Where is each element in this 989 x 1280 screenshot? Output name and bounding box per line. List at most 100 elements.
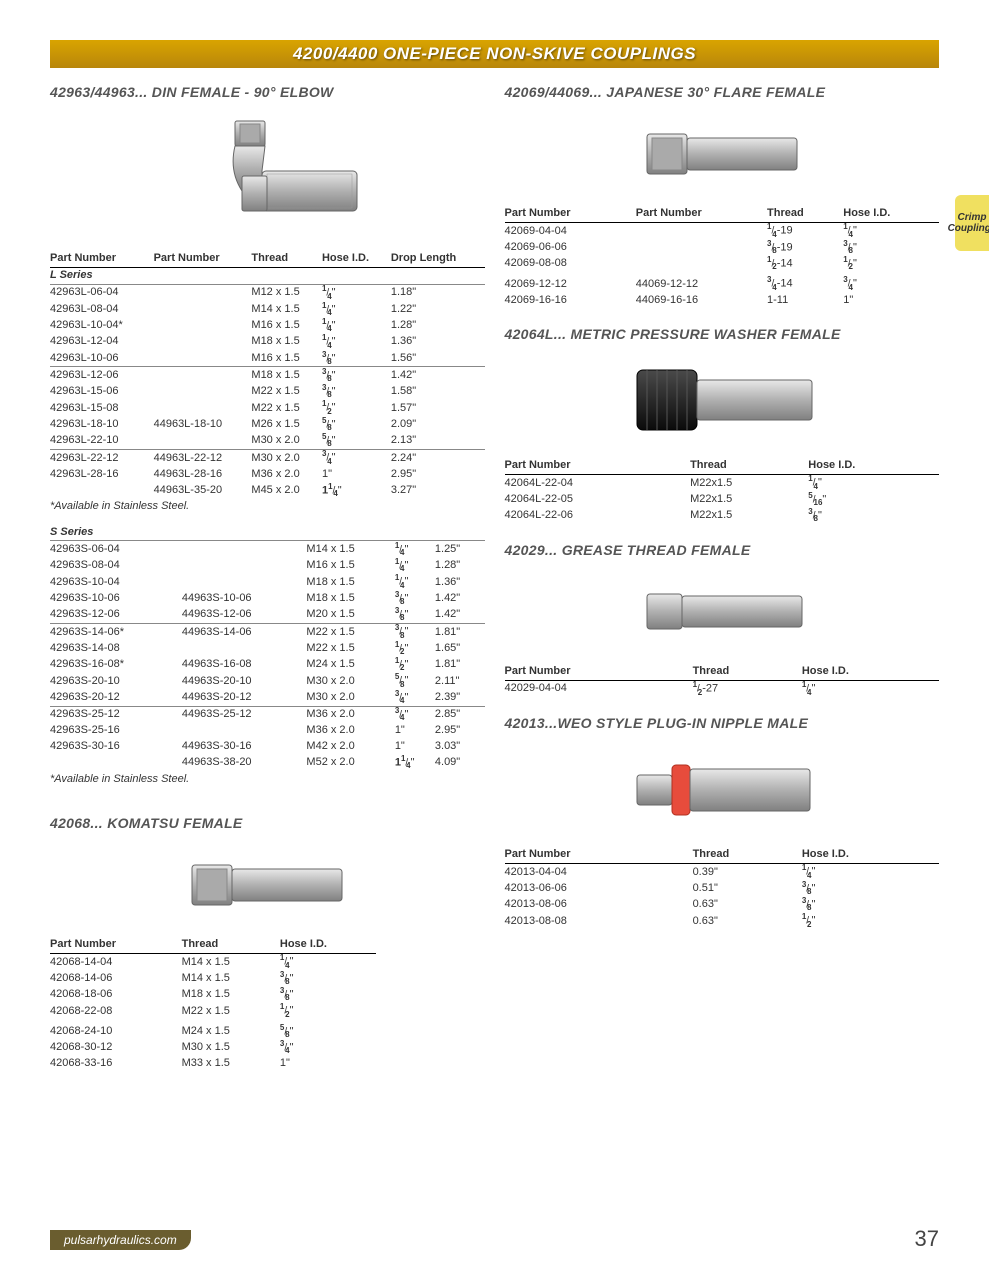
table-cell: M14 x 1.5 — [306, 541, 394, 558]
table-cell: 42963S-20-12 — [50, 689, 182, 706]
table-cell — [636, 222, 767, 239]
table-cell: M16 x 1.5 — [306, 558, 394, 574]
footnote-l-series: *Available in Stainless Steel. — [50, 500, 485, 512]
table-cell: M22 x 1.5 — [182, 1003, 280, 1019]
table-row: 42963L-15-06M22 x 1.53/8"1.58" — [50, 384, 485, 400]
table-cell: 1/2" — [395, 657, 435, 673]
table-row: 42963L-18-1044963L-18-10M26 x 1.55/8"2.0… — [50, 416, 485, 432]
table-cell: 42013-06-06 — [505, 880, 693, 896]
table-cell: 42069-16-16 — [505, 292, 636, 308]
table-row: 42963S-30-1644963S-30-16M42 x 2.01"3.03" — [50, 739, 485, 755]
table-cell: 1/4" — [322, 284, 391, 301]
product-image-metric-washer — [505, 350, 940, 457]
section-title-grease-thread: 42029... GREASE THREAD FEMALE — [505, 542, 940, 558]
table-row: 42963S-08-04M16 x 1.51/4"1.28" — [50, 558, 485, 574]
table-cell: 44963S-38-20 — [182, 755, 307, 771]
table-cell: 42963L-12-06 — [50, 367, 154, 384]
table-cell: 42069-04-04 — [505, 222, 636, 239]
table-cell: 42069-08-08 — [505, 256, 636, 272]
table-cell: 11/4" — [322, 482, 391, 498]
table-cell: M14 x 1.5 — [182, 970, 280, 986]
table-cell: 1.57" — [391, 400, 485, 416]
series-label: L Series — [50, 267, 485, 284]
table-cell: 42963L-06-04 — [50, 284, 154, 301]
table-cell: M22x1.5 — [690, 474, 808, 491]
table-cell: 42068-18-06 — [50, 986, 182, 1002]
table-cell — [154, 400, 252, 416]
table-row: 42064L-22-06M22x1.53/8" — [505, 508, 940, 524]
table-cell: M22x1.5 — [690, 508, 808, 524]
table-cell: 3/4-14 — [767, 276, 843, 292]
table-cell: 44963L-18-10 — [154, 416, 252, 432]
table-cell: M18 x 1.5 — [251, 367, 322, 384]
table-cell: 0.63" — [693, 897, 802, 913]
column-header: Part Number — [505, 205, 636, 222]
footnote-s-series: *Available in Stainless Steel. — [50, 773, 485, 785]
table-row: 42963L-22-1244963L-22-12M30 x 2.03/4"2.2… — [50, 449, 485, 466]
table-cell: M42 x 2.0 — [306, 739, 394, 755]
table-cell: 42013-04-04 — [505, 863, 693, 880]
table-cell: 3/4" — [843, 276, 939, 292]
table-cell: 44963S-12-06 — [182, 607, 307, 624]
table-cell: 44963S-14-06 — [182, 623, 307, 640]
table-cell: 42963S-06-04 — [50, 541, 182, 558]
table-cell: 1.22" — [391, 301, 485, 317]
table-row: 42963S-14-06*44963S-14-06M22 x 1.53/8"1.… — [50, 623, 485, 640]
table-cell: M30 x 2.0 — [306, 689, 394, 706]
table-cell: 11/4" — [395, 755, 435, 771]
column-header: Part Number — [505, 457, 691, 474]
table-din-elbow-s: S Series42963S-06-04M14 x 1.51/4"1.25"42… — [50, 524, 485, 770]
table-cell: 1.65" — [435, 640, 485, 656]
table-header-row: Part NumberPart NumberThreadHose I.D.Dro… — [50, 250, 485, 267]
table-cell: M22 x 1.5 — [251, 400, 322, 416]
table-cell: 42069-12-12 — [505, 276, 636, 292]
table-cell: 42963S-10-06 — [50, 590, 182, 606]
table-cell: 42068-30-12 — [50, 1039, 182, 1055]
table-cell: 2.95" — [391, 466, 485, 482]
table-cell: 3/8" — [395, 623, 435, 640]
table-cell: 1/4" — [280, 953, 376, 970]
table-cell: 44963L-28-16 — [154, 466, 252, 482]
column-header: Hose I.D. — [843, 205, 939, 222]
table-row: 42963L-12-06M18 x 1.53/8"1.42" — [50, 367, 485, 384]
table-cell: M45 x 2.0 — [251, 482, 322, 498]
table-cell — [636, 256, 767, 272]
table-cell: M16 x 1.5 — [251, 350, 322, 367]
table-row: 42029-04-041/2-271/4" — [505, 680, 940, 697]
table-cell: M52 x 2.0 — [306, 755, 394, 771]
table-row: 42963L-15-08M22 x 1.51/2"1.57" — [50, 400, 485, 416]
table-cell: M24 x 1.5 — [182, 1023, 280, 1039]
table-cell: 44963S-20-10 — [182, 673, 307, 689]
table-row: 42963S-12-0644963S-12-06M20 x 1.53/8"1.4… — [50, 607, 485, 624]
table-cell: 1.25" — [435, 541, 485, 558]
table-cell — [154, 384, 252, 400]
table-cell: 1/4" — [802, 680, 939, 697]
table-cell: 3.27" — [391, 482, 485, 498]
table-cell: M26 x 1.5 — [251, 416, 322, 432]
table-cell: 3/8" — [395, 590, 435, 606]
table-cell: 44963S-16-08 — [182, 657, 307, 673]
table-header-row: Part NumberThreadHose I.D. — [505, 663, 940, 680]
table-cell: 42963S-10-04 — [50, 574, 182, 590]
table-cell: 3/8" — [322, 384, 391, 400]
table-cell: 42029-04-04 — [505, 680, 693, 697]
table-cell: 44963L-22-12 — [154, 449, 252, 466]
table-cell: 44963L-35-20 — [154, 482, 252, 498]
table-row: 42068-30-12M30 x 1.53/4" — [50, 1039, 376, 1055]
side-tab-crimp-couplings: Crimp Couplings — [955, 195, 989, 251]
table-cell: 1-11 — [767, 292, 843, 308]
table-row: 42068-18-06M18 x 1.53/8" — [50, 986, 376, 1002]
table-cell — [182, 640, 307, 656]
table-header-row: Part NumberPart NumberThreadHose I.D. — [505, 205, 940, 222]
table-cell: M18 x 1.5 — [182, 986, 280, 1002]
table-cell: 1.36" — [435, 574, 485, 590]
series-label: S Series — [50, 524, 485, 540]
table-cell: 1/4" — [322, 334, 391, 350]
table-cell: 0.39" — [693, 863, 802, 880]
column-header: Part Number — [505, 663, 693, 680]
product-image-weo-nipple — [505, 739, 940, 846]
table-cell: M36 x 2.0 — [306, 706, 394, 723]
table-header-row: Part NumberThreadHose I.D. — [505, 457, 940, 474]
table-cell: 3/8" — [802, 880, 939, 896]
table-cell: 3/8" — [322, 350, 391, 367]
